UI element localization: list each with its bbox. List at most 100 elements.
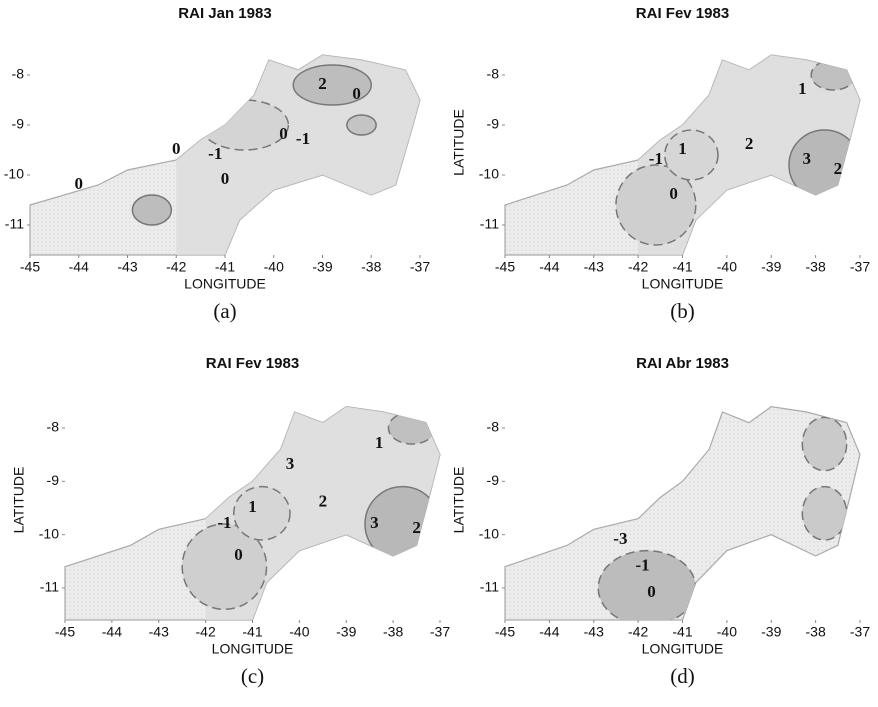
contour-label: 2 [745, 134, 754, 153]
x-axis-label: LONGITUDE [642, 641, 724, 657]
y-tick-label: -11 [480, 216, 499, 232]
y-tick-label: -10 [479, 166, 499, 182]
panel: RAI Fev 1983 -45 -44 -43 -42 -41 -40 -39 -38 -37 -… [451, 5, 871, 323]
contour-label: 1 [678, 139, 687, 158]
x-tick-label: -39 [336, 624, 356, 640]
contour-area [810, 59, 857, 91]
contour-label: 3 [803, 149, 812, 168]
contour-label: -1 [635, 556, 649, 575]
x-tick-label: -37 [410, 259, 430, 275]
x-tick-label: -38 [806, 259, 826, 275]
contour-label: 2 [834, 159, 843, 178]
x-tick-label: -44 [102, 624, 122, 640]
x-tick-label: -42 [628, 259, 648, 275]
contour-label: 0 [172, 139, 181, 158]
x-tick-label: -37 [430, 624, 450, 640]
y-tick-label: -11 [5, 216, 24, 232]
contour-area [788, 129, 860, 201]
x-tick-label: -43 [149, 624, 169, 640]
x-tick-label: -45 [20, 259, 40, 275]
chart-title: RAI Fev 1983 [636, 5, 729, 22]
x-tick-label: -42 [196, 624, 216, 640]
caption: (c) [241, 664, 264, 688]
contour-area [199, 99, 290, 151]
contour-area [664, 129, 719, 181]
panel: RAI Fev 1983 -45 -44 -43 -42 -41 -40 -39 -38 -37 -… [11, 355, 451, 688]
contours [597, 416, 848, 620]
y-tick-label: -8 [12, 66, 25, 82]
y-tick-label: -10 [4, 166, 24, 182]
x-axis-label: LONGITUDE [184, 276, 266, 292]
contour-label: 2 [412, 518, 421, 537]
contour-label: 0 [234, 545, 243, 564]
y-tick-label: -9 [487, 472, 500, 488]
x-tick-label: -38 [383, 624, 403, 640]
contour-label: -1 [208, 144, 222, 163]
contour-label: 0 [647, 582, 656, 601]
x-tick-label: -40 [717, 624, 737, 640]
y-axis-label: LATITUDE [11, 467, 27, 534]
contour-label: 1 [248, 497, 257, 516]
contour-label: 3 [370, 513, 379, 532]
y-tick-label: -8 [487, 419, 500, 435]
x-tick-label: -37 [850, 624, 870, 640]
contour-label: 0 [221, 169, 230, 188]
y-tick-label: -11 [480, 579, 499, 595]
contour-label: 0 [279, 124, 288, 143]
chart-title: RAI Fev 1983 [206, 355, 299, 372]
x-tick-label: -43 [584, 624, 604, 640]
contour-label: 3 [286, 454, 295, 473]
y-tick-label: -9 [47, 472, 60, 488]
contour-area [233, 485, 291, 541]
contour-area [346, 114, 377, 136]
x-tick-label: -45 [495, 259, 515, 275]
y-axis-label: LATITUDE [451, 109, 467, 176]
y-axis-label: LATITUDE [451, 467, 467, 534]
x-tick-label: -39 [312, 259, 332, 275]
y-tick-label: -8 [47, 419, 60, 435]
x-tick-label: -39 [761, 624, 781, 640]
x-tick-label: -40 [717, 259, 737, 275]
x-tick-label: -44 [69, 259, 89, 275]
x-tick-label: -38 [361, 259, 381, 275]
contour-label: 1 [375, 433, 384, 452]
contour-label: 0 [669, 184, 678, 203]
caption: (a) [213, 299, 236, 323]
contour-label: 1 [798, 79, 807, 98]
contour-area [801, 416, 848, 472]
contour-label: -1 [649, 149, 663, 168]
caption: (b) [670, 299, 695, 323]
x-tick-label: -42 [628, 624, 648, 640]
y-tick-label: -8 [487, 66, 500, 82]
contour-label: 0 [75, 174, 84, 193]
panel: RAI Jan 1983 -45 -44 -43 -42 -41 -40 -39 -38 -37 -… [4, 5, 431, 323]
x-tick-label: -44 [539, 259, 559, 275]
contour-area [801, 485, 848, 541]
y-tick-label: -11 [40, 579, 59, 595]
y-tick-label: -10 [479, 525, 499, 541]
caption: (d) [670, 664, 695, 688]
chart-title: RAI Jan 1983 [178, 5, 271, 22]
x-tick-label: -43 [117, 259, 137, 275]
contour-label: -1 [296, 129, 310, 148]
contour-area [131, 194, 173, 226]
x-tick-label: -41 [672, 624, 692, 640]
x-tick-label: -39 [761, 259, 781, 275]
contour-label: -3 [613, 529, 627, 548]
x-tick-label: -41 [215, 259, 235, 275]
x-tick-label: -40 [289, 624, 309, 640]
x-axis-label: LONGITUDE [212, 641, 294, 657]
x-tick-label: -40 [264, 259, 284, 275]
x-tick-label: -41 [242, 624, 262, 640]
y-tick-label: -9 [12, 116, 25, 132]
x-tick-label: -44 [539, 624, 559, 640]
contour-label: -1 [217, 513, 231, 532]
x-tick-label: -41 [672, 259, 692, 275]
x-tick-label: -37 [850, 259, 870, 275]
contour-area [181, 523, 268, 611]
contour-label: 2 [318, 74, 327, 93]
panel: RAI Abr 1983 -45 -44 -43 -42 -41 -40 -39 -38 -37 -… [451, 355, 871, 688]
y-tick-label: -9 [487, 116, 500, 132]
contour-area [292, 64, 372, 106]
